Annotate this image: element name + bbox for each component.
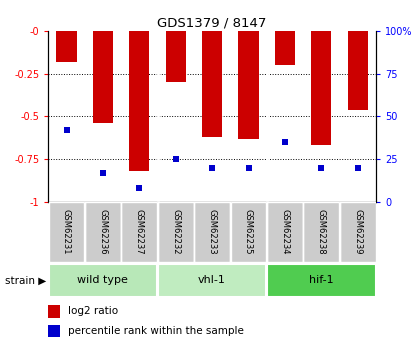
FancyBboxPatch shape (267, 264, 375, 297)
Text: GSM62237: GSM62237 (135, 209, 144, 255)
Title: GDS1379 / 8147: GDS1379 / 8147 (158, 17, 267, 30)
Bar (348, 31, 368, 110)
FancyBboxPatch shape (158, 264, 266, 297)
Text: vhl-1: vhl-1 (198, 275, 226, 285)
Bar (48, 325, 60, 337)
Text: GSM62238: GSM62238 (317, 209, 326, 255)
Bar (165, 31, 186, 82)
Text: log2 ratio: log2 ratio (68, 306, 118, 316)
Bar (202, 31, 222, 137)
Bar (57, 31, 76, 62)
Text: wild type: wild type (77, 275, 129, 285)
Bar (239, 31, 259, 139)
Text: GSM62235: GSM62235 (244, 209, 253, 255)
FancyBboxPatch shape (267, 203, 303, 262)
Text: GSM62231: GSM62231 (62, 209, 71, 255)
Text: GSM62236: GSM62236 (98, 209, 108, 255)
Bar (275, 31, 295, 65)
FancyBboxPatch shape (85, 203, 121, 262)
Bar (129, 31, 150, 171)
Text: strain ▶: strain ▶ (5, 275, 46, 285)
Text: hif-1: hif-1 (309, 275, 333, 285)
Bar (93, 31, 113, 123)
FancyBboxPatch shape (49, 203, 84, 262)
Text: GSM62233: GSM62233 (207, 209, 217, 255)
FancyBboxPatch shape (304, 203, 339, 262)
Bar (48, 305, 60, 317)
FancyBboxPatch shape (340, 203, 375, 262)
FancyBboxPatch shape (49, 264, 157, 297)
FancyBboxPatch shape (194, 203, 230, 262)
Text: GSM62234: GSM62234 (281, 209, 289, 255)
FancyBboxPatch shape (121, 203, 157, 262)
FancyBboxPatch shape (158, 203, 194, 262)
FancyBboxPatch shape (231, 203, 266, 262)
Text: percentile rank within the sample: percentile rank within the sample (68, 326, 244, 336)
Bar (311, 31, 331, 146)
Text: GSM62239: GSM62239 (353, 209, 362, 255)
Text: GSM62232: GSM62232 (171, 209, 180, 255)
